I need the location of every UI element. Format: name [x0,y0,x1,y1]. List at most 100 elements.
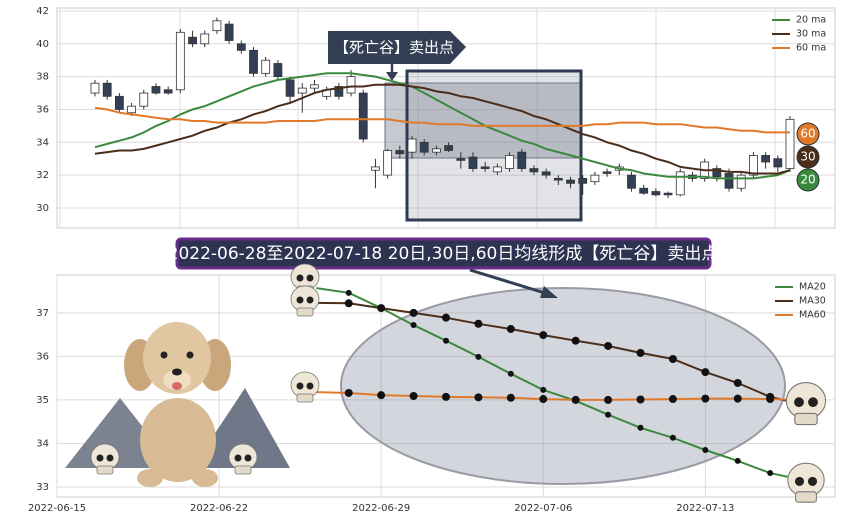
y-tick-label: 42 [36,6,49,17]
candle-body [285,79,295,97]
x-tick-label: 2022-06-29 [352,503,410,514]
skull-jaw [296,393,314,403]
candle-body [419,141,429,153]
y-tick-label: 40 [36,39,49,50]
skull [787,462,825,503]
skull-eye [96,454,104,462]
annotation-arrow [386,72,398,81]
end-badge [796,122,820,146]
annotation-text: 【死亡谷】卖出点 [334,39,454,57]
y-tick-label: 38 [36,72,49,83]
banner-arrow [540,286,558,298]
candle-body [456,158,466,161]
candle-body [224,23,234,41]
skull [785,382,827,426]
banner-arrow [469,268,549,296]
annotation-box [328,31,466,64]
skull [290,371,320,403]
candle-body [127,105,136,114]
candle-body [492,166,502,173]
y-tick-label: 37 [36,308,49,319]
candle-body [163,89,173,94]
candle-body [395,150,405,155]
skull [90,443,120,475]
candle-body [273,63,283,78]
ma-point [475,353,482,360]
ma-point [377,304,386,313]
x-tick-label: 2022-06-15 [28,503,86,514]
ma-point [539,395,548,404]
legend-label: 60 ma [796,43,826,54]
candle-body [468,156,478,169]
candle-body [212,20,222,32]
candle-body [407,138,417,153]
candle-body [639,187,649,194]
ma-point [571,395,580,404]
candle-body [200,33,210,45]
legend-label: MA30 [799,296,826,307]
poodle [124,322,231,487]
candle-body [761,155,771,163]
ma-point [344,388,353,397]
skull-eye [296,274,304,282]
ma-point [702,446,709,453]
y-tick-label: 30 [36,203,49,214]
candle-body [444,145,453,151]
ma-line [94,106,790,134]
skull-jaw [96,465,114,475]
skull-eye [794,397,804,408]
ma-point [604,395,613,404]
ma-line [94,72,791,180]
ma-point [409,392,418,401]
skull-eye [234,454,242,462]
skull-eye [794,476,805,486]
candle-body [602,171,612,174]
candle-body [480,166,490,169]
candle-body [505,155,514,169]
chart-title: 2022-06-28至2022-07-18 20日,30日,60日均线形成【死亡… [168,244,719,264]
skulls [90,263,827,503]
candle-body [749,155,758,176]
y-tick-label: 36 [36,351,49,362]
legend-label: MA60 [799,310,826,321]
y-tick-label: 32 [36,170,49,181]
skull-eye [306,296,314,304]
candle-body [188,36,197,45]
skull-eye [106,454,114,462]
ma-point [506,324,515,333]
skull-eye [296,296,304,304]
ma-point [377,391,386,400]
legend-label: 30 ma [796,29,826,40]
candle-body [90,82,100,94]
ma-line [94,83,791,175]
ma-line [316,301,803,406]
candle-body [371,166,380,171]
ma-point [474,393,483,402]
y-tick-label: 34 [36,438,49,449]
end-badge [796,168,820,192]
candle-body [578,178,588,184]
y-tick-label: 36 [36,104,49,115]
ma-point [540,386,547,393]
ma-point [668,355,677,364]
skull [290,285,320,317]
ma-point [443,337,449,344]
ma-point [733,378,742,387]
x-tick-label: 2022-07-13 [676,503,734,514]
highlight-box [405,69,583,222]
ma-point [605,411,612,418]
candle-body [553,178,563,181]
banner: 2022-06-28至2022-07-18 20日,30日,60日均线形成【死亡… [168,237,719,298]
annotation-layer: 【死亡谷】卖出点 60 30 20 [328,31,820,222]
ma-point [506,393,515,402]
candle-body [139,92,149,107]
candle-body [114,95,124,110]
ma-point [474,319,483,328]
ma-point [636,348,645,357]
candle-body [334,86,344,97]
skull-jaw [794,412,818,426]
ma-point [766,395,775,404]
candle-body [541,171,551,176]
ma-line [316,287,803,481]
